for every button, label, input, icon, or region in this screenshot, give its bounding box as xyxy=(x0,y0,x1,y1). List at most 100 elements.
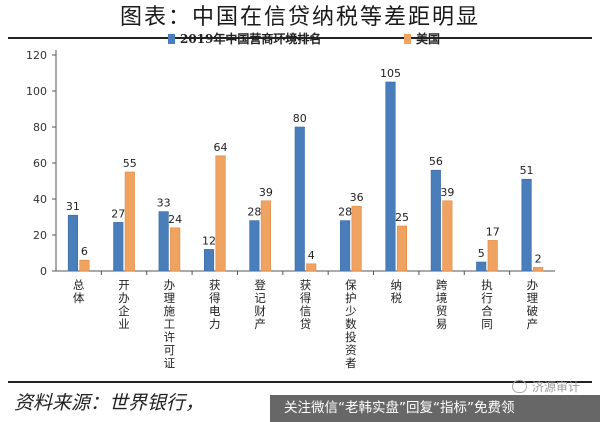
bar-us xyxy=(396,225,408,272)
data-label: 33 xyxy=(157,197,171,210)
bar-china xyxy=(67,214,78,272)
data-label: 39 xyxy=(440,186,454,199)
title-rule xyxy=(8,37,592,39)
data-label: 12 xyxy=(202,234,216,247)
category-label-char: 资 xyxy=(345,343,357,357)
category-label-char: 许 xyxy=(164,330,176,344)
bar-chart: 020406080100120316总体2755开办企业3324办理施工许可证1… xyxy=(26,31,555,370)
data-label: 31 xyxy=(66,200,80,213)
category-label-char: 开 xyxy=(118,278,130,292)
bar-china xyxy=(158,211,169,272)
bar-china xyxy=(521,178,532,272)
legend-label: 2019年中国营商环境排名 xyxy=(180,31,321,46)
category-label-char: 体 xyxy=(73,291,85,305)
category-label-char: 数 xyxy=(345,317,357,331)
bar-china xyxy=(340,220,351,272)
watermark-text: 济源审计 xyxy=(531,380,580,394)
bar-china xyxy=(385,81,396,272)
category-label-char: 获 xyxy=(209,278,221,292)
category-label-char: 行 xyxy=(481,291,493,305)
data-label: 55 xyxy=(123,157,137,170)
bar-us xyxy=(442,200,453,272)
category-label-char: 电 xyxy=(209,304,221,318)
category-label-char: 理 xyxy=(164,291,176,305)
category-label-char: 合 xyxy=(481,304,493,318)
legend-swatch-us xyxy=(404,34,411,44)
data-label: 25 xyxy=(395,211,409,224)
y-tick-label: 0 xyxy=(40,265,47,278)
category-label-char: 税 xyxy=(390,291,402,305)
y-tick-label: 80 xyxy=(33,121,47,134)
bar-china xyxy=(203,249,215,272)
bar-china xyxy=(294,126,305,272)
bar-china xyxy=(476,261,487,272)
bar-china xyxy=(113,222,124,272)
category-label-char: 得 xyxy=(209,291,221,305)
bar-china xyxy=(430,169,441,272)
bar-us xyxy=(124,171,135,272)
category-label-char: 施 xyxy=(164,304,176,318)
legend-swatch-china xyxy=(168,34,175,44)
y-tick-label: 120 xyxy=(26,49,47,62)
category-label-char: 者 xyxy=(345,356,357,370)
category-label-char: 得 xyxy=(300,291,312,305)
category-label-char: 产 xyxy=(254,317,266,331)
data-label: 17 xyxy=(486,225,500,238)
y-tick-label: 20 xyxy=(33,229,47,242)
category-label-char: 证 xyxy=(164,356,176,370)
data-label: 36 xyxy=(350,191,364,204)
category-label-char: 执 xyxy=(481,278,493,292)
category-label-char: 破 xyxy=(527,304,539,318)
category-label-char: 理 xyxy=(527,291,539,305)
data-label: 105 xyxy=(380,67,401,80)
chart-title: 图表：中国在信贷纳税等差距明显 xyxy=(119,5,480,30)
category-label-char: 贸 xyxy=(436,304,448,318)
category-label-char: 纳 xyxy=(390,278,402,292)
legend-label: 美国 xyxy=(416,31,440,46)
data-label: 28 xyxy=(247,206,261,219)
bar-us xyxy=(260,200,271,272)
bar-us xyxy=(79,259,90,272)
data-label: 5 xyxy=(478,247,485,260)
category-label-char: 易 xyxy=(436,317,448,331)
y-tick-label: 100 xyxy=(26,85,47,98)
wechat-icon xyxy=(511,380,527,393)
data-label: 51 xyxy=(520,164,534,177)
category-label-char: 保 xyxy=(345,278,357,292)
category-label-char: 办 xyxy=(118,291,130,305)
data-label: 27 xyxy=(111,207,125,220)
bar-us xyxy=(215,155,226,272)
category-label-char: 力 xyxy=(209,317,221,331)
bar-us xyxy=(351,205,362,272)
promo-banner: 关注微信“老韩实盘”回复“指标”免费领 xyxy=(270,395,600,422)
bar-china xyxy=(249,220,260,272)
data-label: 24 xyxy=(168,213,182,226)
bar-us xyxy=(533,267,544,272)
bar-us xyxy=(306,263,317,272)
data-label: 80 xyxy=(293,112,307,125)
category-label-char: 办 xyxy=(164,278,176,292)
category-label-char: 少 xyxy=(345,304,357,318)
data-label: 39 xyxy=(259,186,273,199)
data-label: 28 xyxy=(338,206,352,219)
category-label-char: 业 xyxy=(118,317,130,331)
y-tick-label: 40 xyxy=(33,193,47,206)
category-label-char: 可 xyxy=(164,343,176,357)
category-label-char: 获 xyxy=(300,278,312,292)
data-label: 64 xyxy=(214,141,228,154)
category-label-char: 贷 xyxy=(300,317,312,331)
source-note: 资料来源：世界银行， xyxy=(14,392,205,414)
category-label-char: 企 xyxy=(118,304,130,318)
bar-us xyxy=(170,227,181,272)
category-label-char: 信 xyxy=(300,304,312,318)
category-label-char: 产 xyxy=(527,317,539,331)
category-label-char: 工 xyxy=(164,317,176,331)
data-label: 4 xyxy=(308,249,315,262)
category-label-char: 投 xyxy=(345,330,357,344)
category-label-char: 跨 xyxy=(436,278,448,292)
watermark: 济源审计 xyxy=(511,378,580,395)
category-label-char: 财 xyxy=(254,304,266,318)
data-label: 2 xyxy=(535,252,542,265)
category-label-char: 登 xyxy=(254,278,266,292)
category-label-char: 办 xyxy=(527,278,539,292)
